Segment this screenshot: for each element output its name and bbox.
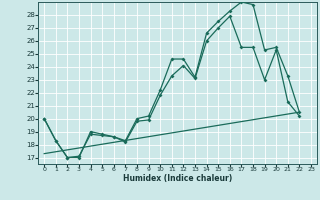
X-axis label: Humidex (Indice chaleur): Humidex (Indice chaleur) bbox=[123, 174, 232, 183]
